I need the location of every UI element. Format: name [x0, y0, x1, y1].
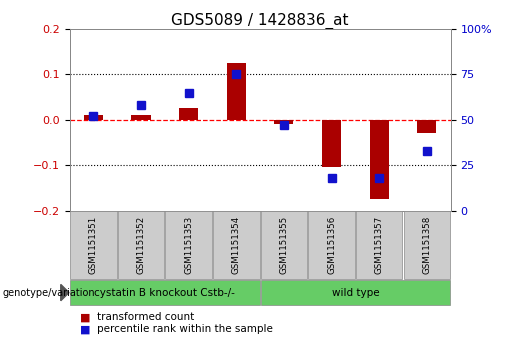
Bar [179, 109, 198, 120]
Text: GSM1151358: GSM1151358 [422, 216, 431, 274]
Text: wild type: wild type [332, 287, 379, 298]
Text: GSM1151356: GSM1151356 [327, 216, 336, 274]
Text: transformed count: transformed count [97, 312, 194, 322]
Text: GSM1151353: GSM1151353 [184, 216, 193, 274]
Text: percentile rank within the sample: percentile rank within the sample [97, 324, 273, 334]
Bar [322, 120, 341, 167]
Text: GSM1151357: GSM1151357 [375, 216, 384, 274]
Title: GDS5089 / 1428836_at: GDS5089 / 1428836_at [171, 13, 349, 29]
Text: ■: ■ [80, 324, 90, 334]
Bar [370, 120, 389, 199]
Text: cystatin B knockout Cstb-/-: cystatin B knockout Cstb-/- [94, 287, 235, 298]
Text: GSM1151354: GSM1151354 [232, 216, 241, 274]
Text: GSM1151355: GSM1151355 [280, 216, 288, 274]
Bar [227, 63, 246, 120]
Text: genotype/variation: genotype/variation [3, 287, 95, 298]
Text: GSM1151352: GSM1151352 [136, 216, 145, 274]
Bar [131, 115, 150, 120]
Bar [417, 120, 436, 134]
Bar [274, 120, 294, 124]
Text: GSM1151351: GSM1151351 [89, 216, 98, 274]
Text: ■: ■ [80, 312, 90, 322]
Bar [84, 115, 103, 120]
